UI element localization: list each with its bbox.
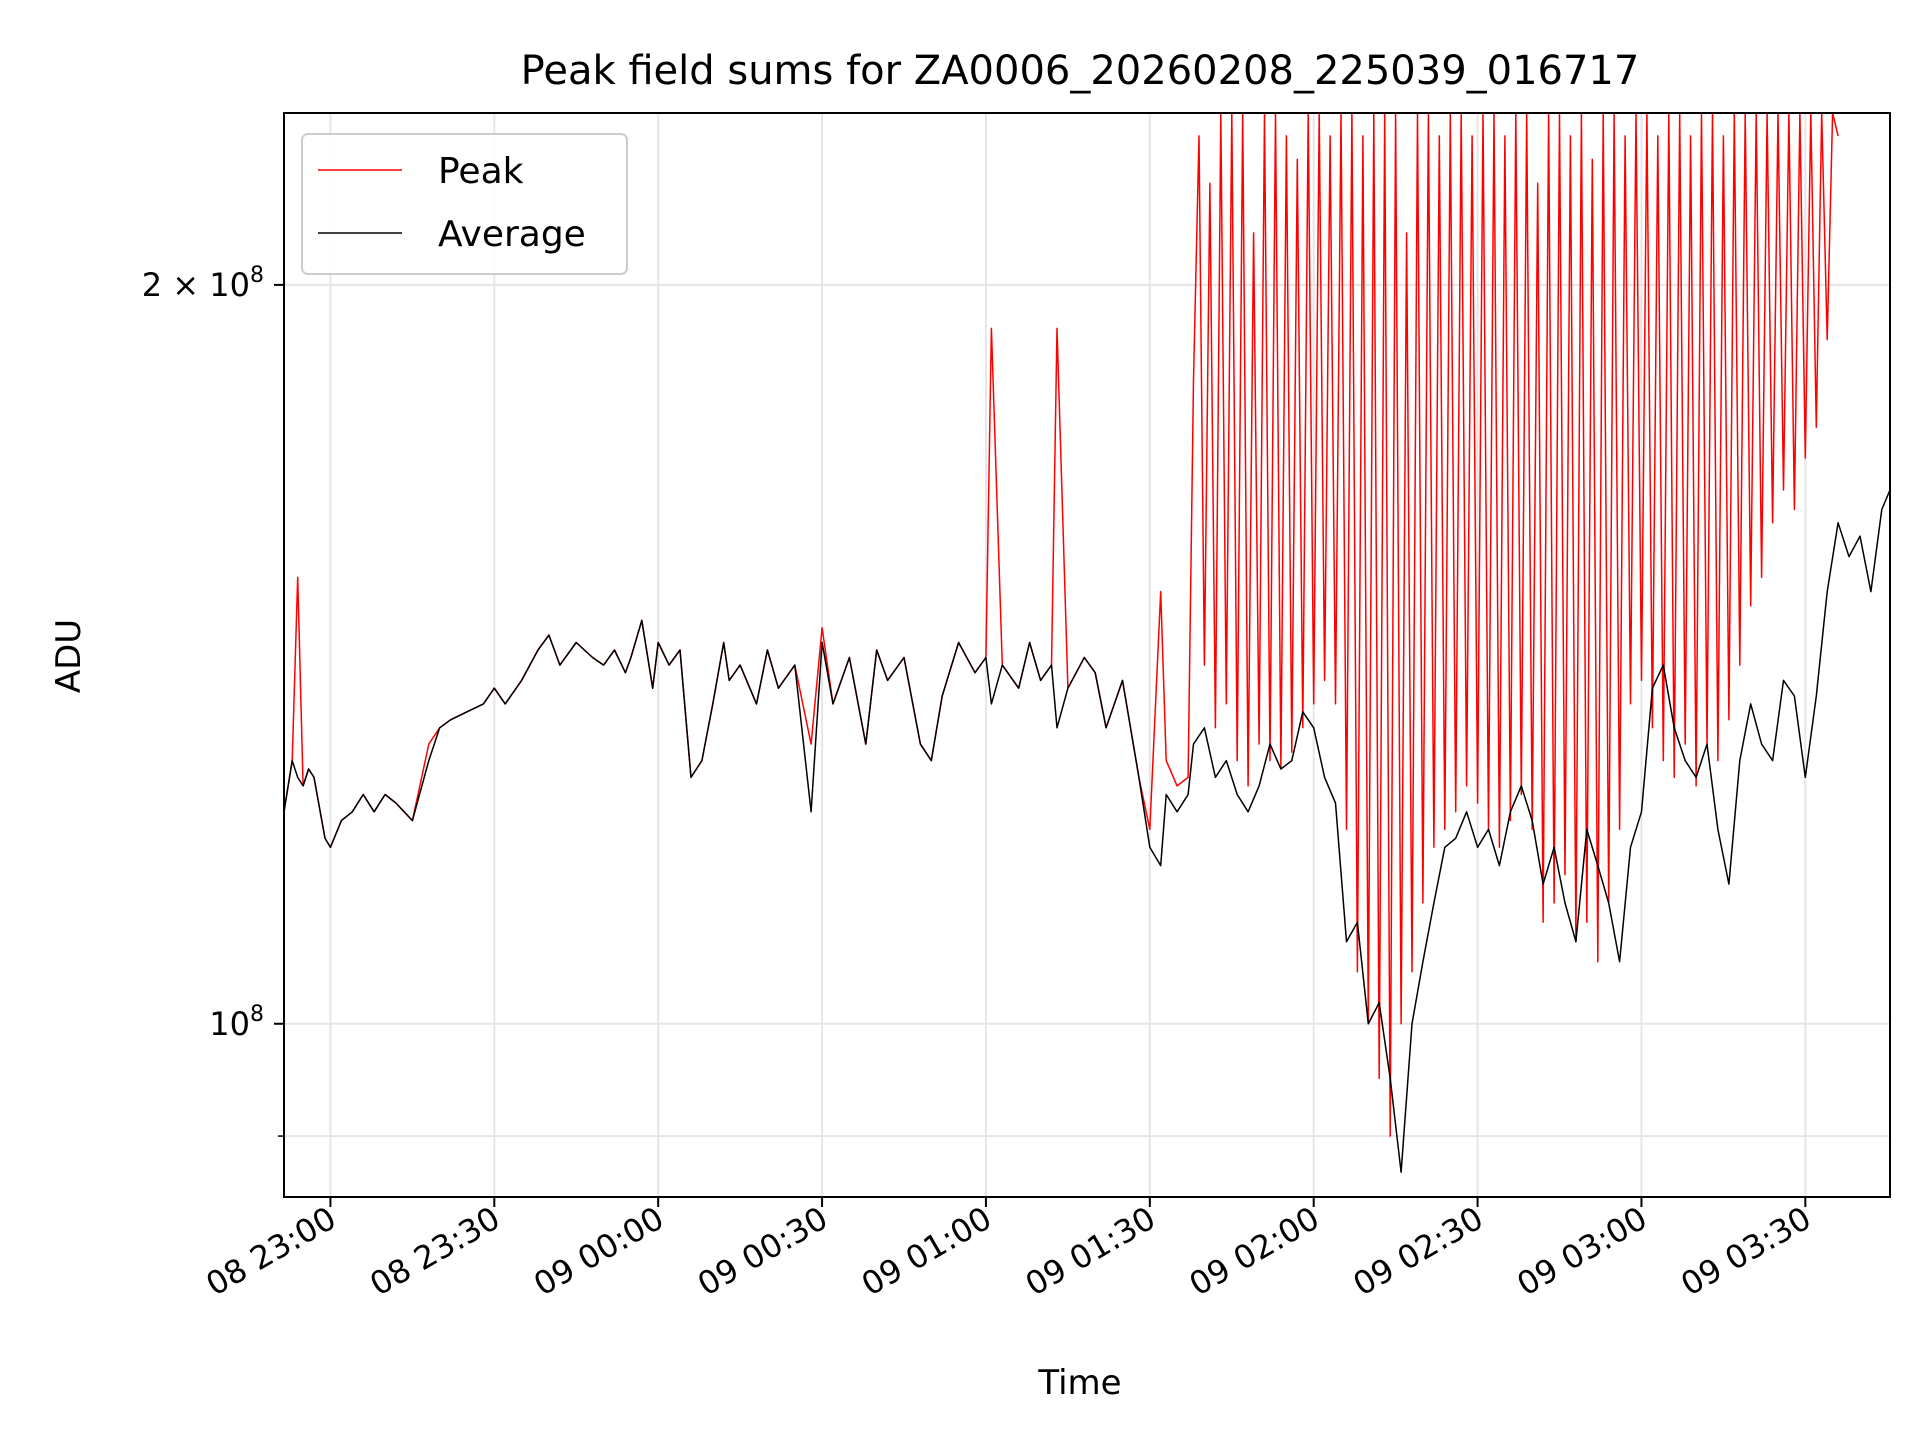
series-line-average — [284, 489, 1890, 1173]
grid — [284, 113, 1890, 1197]
y-axis-label: ADU — [49, 619, 89, 693]
legend-peak-label: Peak — [438, 151, 524, 192]
plot-frame — [283, 112, 1891, 1198]
x-axis-label: Time — [1037, 1363, 1121, 1403]
y-tick-label: 2 × 108 — [142, 263, 264, 304]
legend: Peak Average — [301, 133, 628, 275]
legend-box — [301, 133, 628, 275]
y-tick-label-exponent: 8 — [250, 1002, 264, 1027]
y-tick-label-base: 10 — [209, 1005, 250, 1043]
series-layer — [284, 113, 1890, 1173]
legend-average-label: Average — [438, 214, 586, 255]
chart-title: Peak field sums for ZA0006_20260208_2250… — [521, 48, 1640, 94]
y-tick-label: 108 — [209, 1002, 264, 1043]
y-tick-label-base: 2 × 10 — [142, 266, 250, 304]
y-tick-label-exponent: 8 — [250, 263, 264, 288]
